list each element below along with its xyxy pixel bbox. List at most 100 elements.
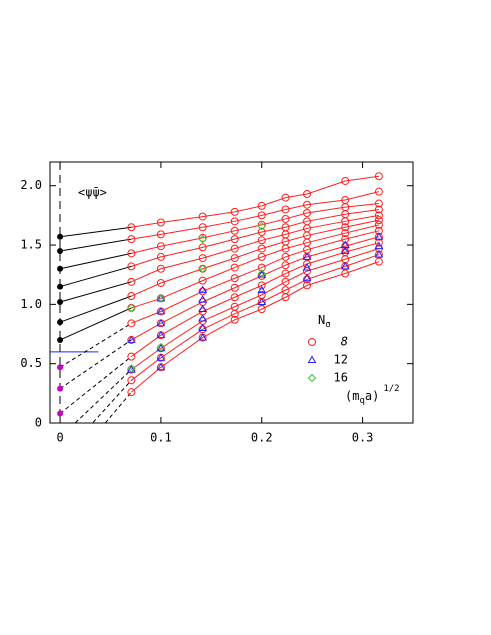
circle-marker	[281, 193, 290, 202]
y-tick-label: 0	[35, 416, 42, 430]
extrapolation-line	[74, 369, 132, 423]
circle-marker	[303, 281, 312, 290]
circle-marker	[257, 227, 266, 236]
circle-marker	[156, 218, 165, 227]
circle-marker	[198, 243, 207, 252]
y-tick-label: 1.0	[20, 297, 42, 311]
circle-marker	[198, 287, 207, 296]
curve	[131, 230, 380, 324]
triangle-marker	[340, 246, 350, 254]
circle-marker	[156, 279, 165, 288]
circle-marker	[341, 269, 350, 278]
circle-marker	[374, 257, 383, 266]
circle-marker	[281, 214, 290, 223]
circle-marker	[257, 201, 266, 210]
circle-marker	[257, 211, 266, 220]
extrapolation-line	[59, 322, 132, 368]
extrapolation-line	[59, 356, 132, 414]
chiral-limit-dot	[57, 298, 64, 305]
diamond-marker	[257, 269, 266, 278]
legend-title: Nσ	[318, 313, 331, 330]
triangle-marker	[198, 285, 208, 294]
triangle-marker	[302, 252, 312, 260]
legend-marker	[307, 355, 317, 363]
circle-marker	[341, 217, 350, 226]
circle-marker	[230, 235, 239, 244]
triangle-marker	[374, 232, 384, 240]
triangle-marker	[257, 285, 267, 294]
circle-marker	[198, 276, 207, 285]
diamond-marker	[127, 303, 136, 313]
legend-marker	[307, 373, 317, 383]
triangle-marker	[340, 240, 350, 248]
extrapolation-line	[59, 281, 132, 303]
circle-marker	[257, 305, 266, 314]
extrapolation-line	[60, 238, 132, 252]
curve	[131, 203, 379, 254]
extrapolation-line	[104, 391, 132, 423]
circle-marker	[281, 293, 290, 302]
extrapolation-line	[59, 339, 132, 390]
triangle-marker	[126, 335, 136, 343]
chiral-limit-dot	[57, 336, 64, 343]
circle-marker	[303, 275, 312, 284]
circle-marker	[230, 226, 239, 235]
circle-marker	[341, 242, 350, 251]
y-label: <ψ̄ψ>	[78, 186, 107, 200]
triangle-marker	[374, 241, 384, 250]
curve	[131, 214, 380, 283]
curve	[131, 219, 380, 297]
triangle-marker	[198, 333, 208, 341]
circle-marker	[374, 187, 383, 196]
circle-marker	[127, 235, 136, 244]
triangle-marker	[156, 306, 166, 315]
x-tick-label: 0.2	[251, 431, 273, 445]
curve	[131, 191, 380, 240]
curve	[131, 208, 379, 267]
circle-marker	[127, 376, 136, 385]
y-tick-label: 0.5	[20, 356, 42, 370]
circle-marker	[281, 205, 290, 214]
legend-label: 16	[334, 371, 348, 385]
chiral-limit-dot	[57, 233, 64, 240]
circle-marker	[230, 207, 239, 216]
circle-marker	[374, 172, 383, 181]
circle-marker	[230, 309, 239, 318]
circle-marker	[230, 283, 239, 292]
circle-marker	[156, 264, 165, 273]
triangle-marker	[198, 323, 208, 332]
circle-marker	[257, 281, 266, 290]
curve	[131, 224, 380, 309]
chiral-limit-dot	[57, 247, 64, 254]
circle-marker	[230, 293, 239, 302]
triangle-marker	[302, 263, 312, 271]
x-tick-label: 0.1	[150, 431, 172, 445]
triangle-marker	[156, 318, 166, 327]
extrapolation-line	[59, 252, 132, 270]
circle-marker	[198, 325, 207, 334]
diamond-marker	[156, 294, 166, 303]
circle-marker	[281, 261, 290, 270]
circle-marker	[303, 190, 312, 199]
circle-marker	[230, 274, 239, 283]
diamond-marker	[127, 364, 136, 373]
legend-label: 12	[334, 353, 348, 367]
diamond-marker	[156, 342, 166, 352]
chiral-limit-dot	[57, 410, 64, 417]
circle-marker	[156, 252, 165, 261]
circle-marker	[198, 254, 207, 263]
chiral-limit-dot	[57, 364, 64, 371]
plot-area	[50, 172, 384, 423]
circle-marker	[341, 176, 350, 185]
x-tick-label: 0	[56, 431, 63, 445]
curve	[131, 254, 380, 381]
circle-marker	[127, 292, 136, 301]
circle-marker	[127, 319, 136, 328]
triangle-marker	[374, 250, 384, 258]
circle-marker	[156, 230, 165, 239]
extrapolation-line	[91, 379, 132, 423]
curve	[131, 242, 380, 357]
circle-marker	[374, 211, 383, 220]
circle-marker	[156, 242, 165, 251]
circle-marker	[374, 199, 383, 208]
